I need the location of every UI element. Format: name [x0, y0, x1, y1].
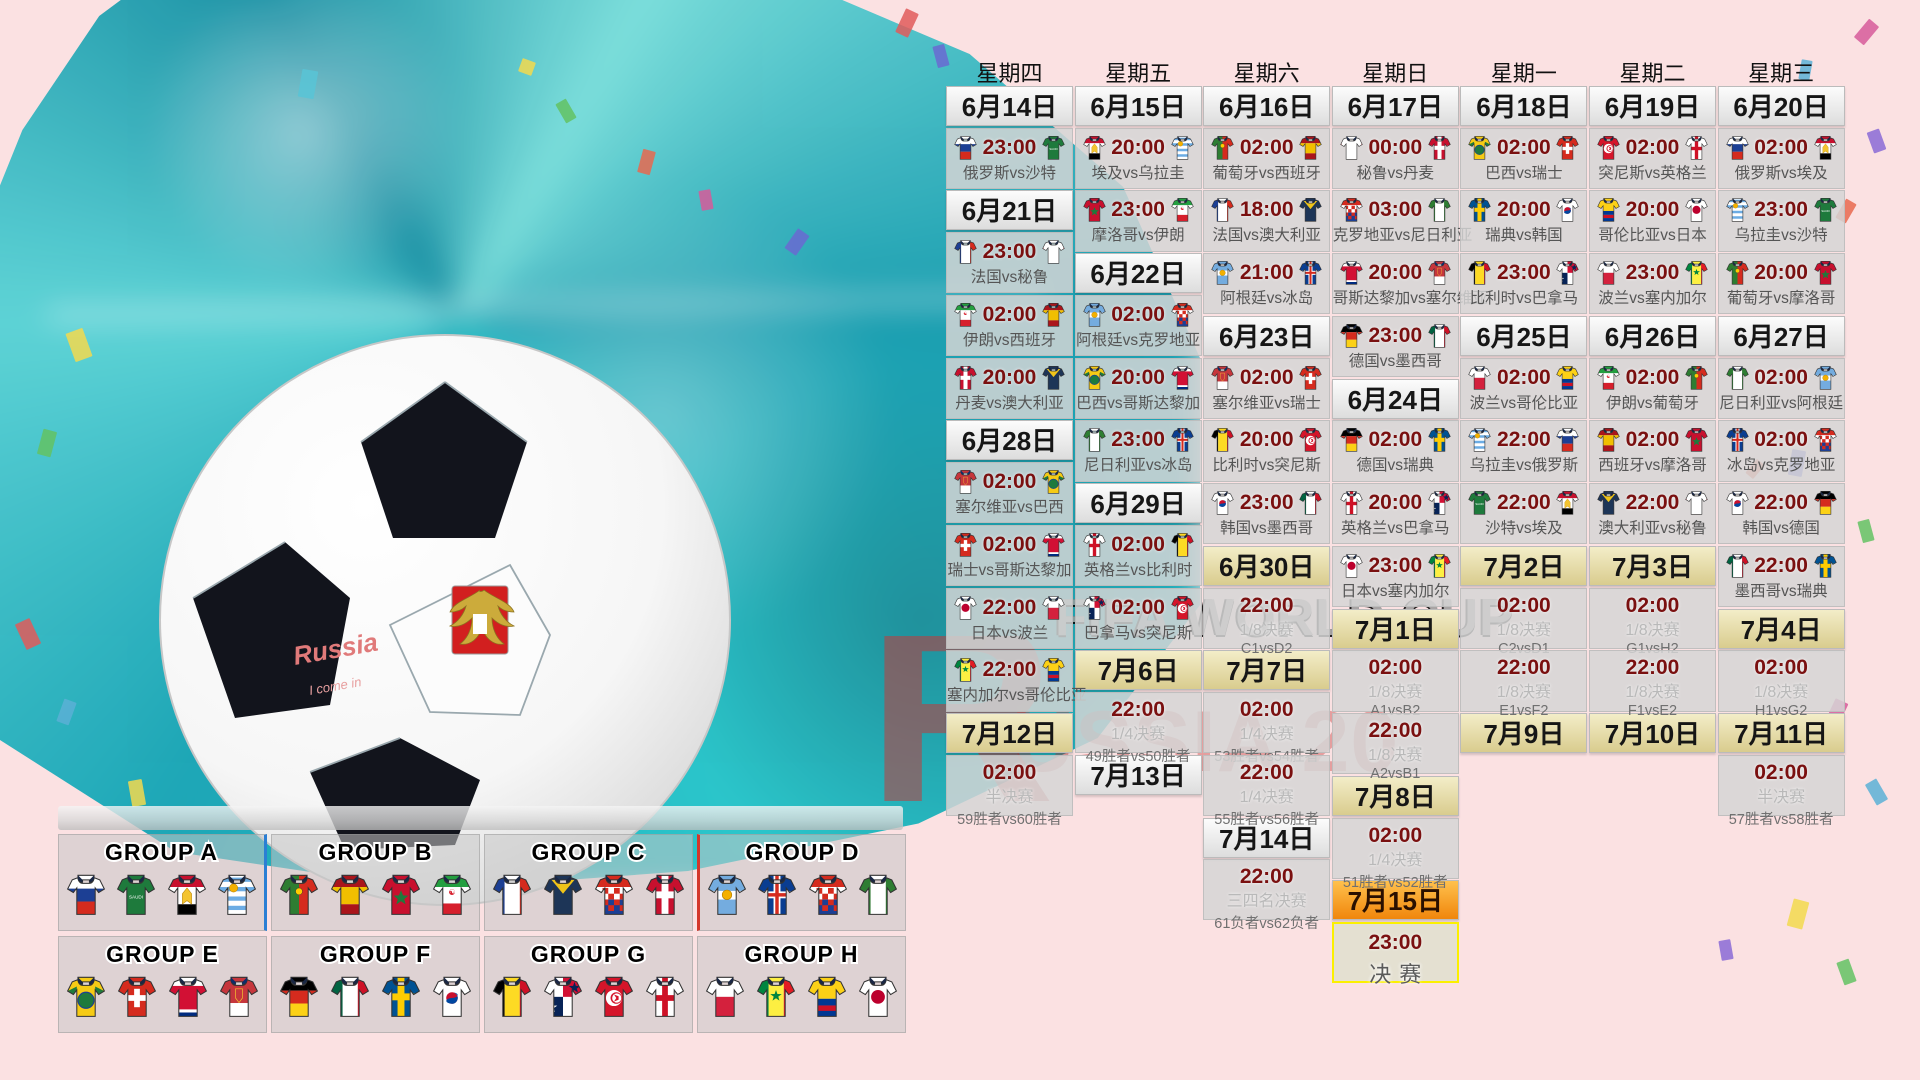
svg-text:SAUDI: SAUDI — [1049, 146, 1057, 150]
svg-text:☯: ☯ — [448, 888, 455, 897]
svg-text:SAUDI: SAUDI — [129, 894, 143, 899]
svg-text:SAUDI: SAUDI — [1476, 502, 1484, 506]
svg-text:SAUDI: SAUDI — [1821, 209, 1829, 213]
